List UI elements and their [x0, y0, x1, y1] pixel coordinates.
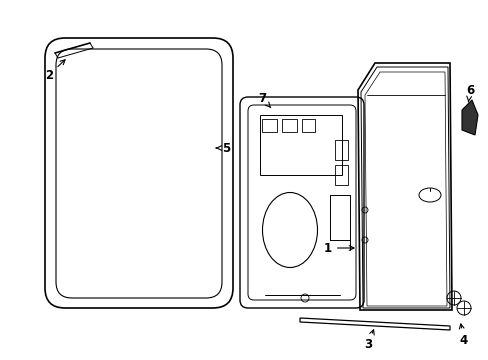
Text: 4: 4 — [458, 324, 467, 346]
Text: 1: 1 — [323, 242, 353, 255]
Polygon shape — [461, 100, 477, 135]
Text: 2: 2 — [45, 60, 65, 81]
Text: 5: 5 — [216, 141, 229, 154]
Text: 6: 6 — [465, 84, 473, 102]
Text: 3: 3 — [363, 330, 373, 351]
Text: 7: 7 — [257, 91, 270, 108]
